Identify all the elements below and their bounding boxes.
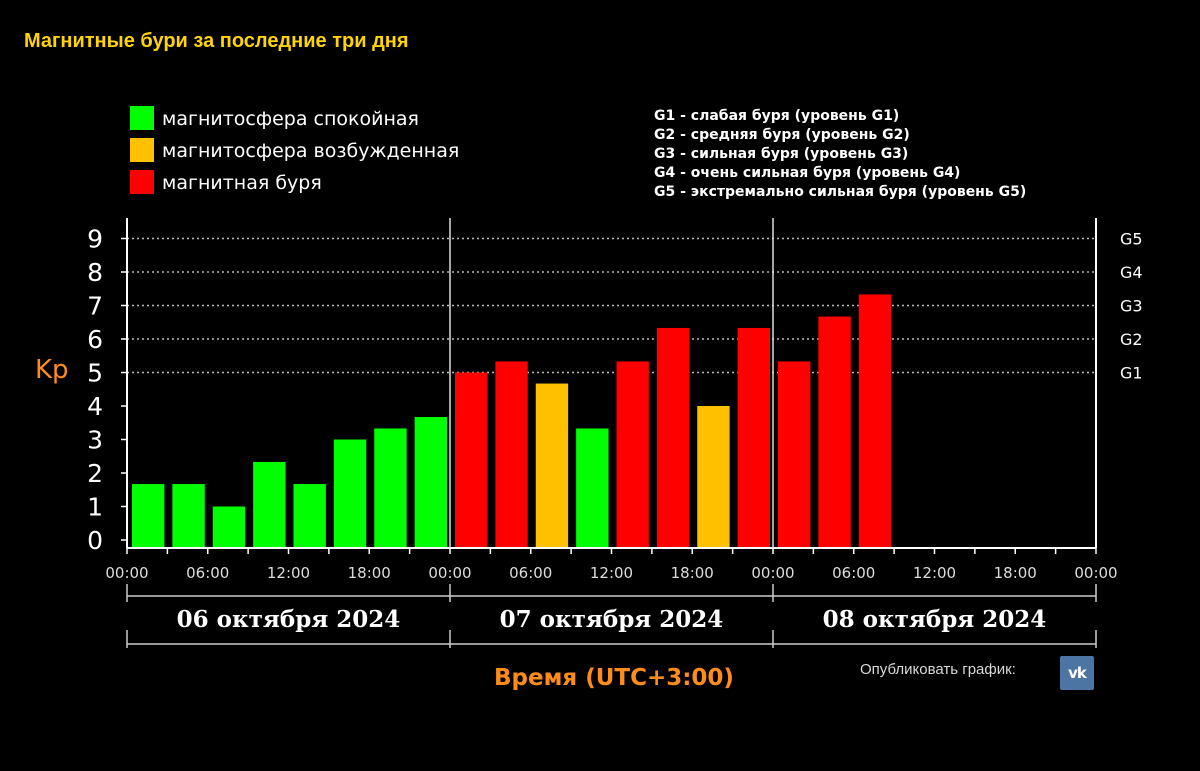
bars (132, 294, 892, 548)
x-tick-label: 00:00 (751, 564, 794, 582)
kp-bar (737, 327, 770, 548)
g-legend-item: G2 - средняя буря (уровень G2) (654, 127, 910, 143)
x-tick-labels: 00:00 06:00 12:00 18:00 00:00 06:00 12:00 18:00… (105, 564, 1117, 582)
publish-label: Опубликовать график: (860, 661, 1016, 678)
x-tick-label: 00:00 (1074, 564, 1117, 582)
x-tick-label: 18:00 (671, 564, 714, 582)
g-level-label: G1 (1120, 364, 1143, 383)
x-tick-label: 00:00 (428, 564, 471, 582)
legend-label: магнитная буря (162, 172, 322, 194)
kp-bar (576, 428, 609, 548)
legend-left: магнитосфера спокойная магнитосфера возбу… (130, 106, 459, 194)
kp-bar (333, 439, 367, 548)
g-level-label: G3 (1120, 297, 1143, 316)
legend-swatch (130, 106, 154, 130)
legend-label: магнитосфера спокойная (162, 108, 419, 130)
vk-share-icon[interactable]: vk (1060, 656, 1094, 690)
y-tick-label: 8 (87, 258, 103, 287)
legend-swatch (130, 138, 154, 162)
x-tick-label: 12:00 (590, 564, 633, 582)
y-tick-label: 4 (87, 392, 103, 421)
y-tick-label: 7 (87, 292, 103, 321)
kp-bar (132, 484, 165, 548)
x-tick-label: 12:00 (913, 564, 956, 582)
y-tick-label: 3 (87, 426, 103, 455)
x-tick-label: 06:00 (186, 564, 229, 582)
x-tick-label: 18:00 (348, 564, 391, 582)
x-tick-label: 06:00 (832, 564, 875, 582)
day-label: 08 октября 2024 (823, 606, 1047, 633)
x-tick-label: 00:00 (105, 564, 148, 582)
g-level-labels: G1 G2 G3 G4 G5 (1120, 230, 1143, 383)
y-tick-label: 6 (87, 325, 103, 354)
day-label: 07 октября 2024 (500, 606, 724, 633)
y-tick-labels: 0 1 2 3 4 5 6 7 8 9 (87, 225, 103, 556)
axes (121, 218, 1097, 554)
legend-label: магнитосфера возбужденная (162, 140, 459, 162)
y-tick-label: 5 (87, 359, 103, 388)
kp-bar (293, 484, 326, 548)
kp-bar (818, 316, 851, 548)
g-level-label: G2 (1120, 330, 1143, 349)
kp-bar (697, 406, 730, 548)
y-tick-label: 2 (87, 459, 103, 488)
g-legend-item: G3 - сильная буря (уровень G3) (654, 146, 908, 162)
grid-lines (127, 237, 1096, 374)
x-axis-label: Время (UTC+3:00) (494, 665, 734, 691)
kp-bar (858, 294, 892, 548)
kp-bar (535, 383, 569, 548)
kp-bar (414, 417, 447, 548)
chart-title: Магнитные бури за последние три дня (24, 30, 409, 52)
kp-bar (374, 428, 407, 548)
g-level-label: G5 (1120, 230, 1143, 249)
y-tick-label: 0 (87, 526, 103, 555)
kp-bar (495, 361, 528, 548)
kp-bar (656, 327, 690, 548)
y-axis-label: Kp (35, 355, 69, 385)
g-level-label: G4 (1120, 263, 1143, 282)
g-legend-item: G4 - очень сильная буря (уровень G4) (654, 165, 960, 181)
kp-bar (616, 361, 649, 548)
kp-bar (212, 506, 246, 548)
kp-bar (455, 372, 488, 548)
day-labels: 06 октября 2024 07 октября 2024 08 октября… (126, 584, 1097, 648)
kp-bar (253, 461, 286, 548)
legend-swatch (130, 170, 154, 194)
legend-right: G1 - слабая буря (уровень G1) G2 - средня… (654, 108, 1026, 200)
kp-bar (172, 484, 205, 548)
g-legend-item: G5 - экстремально сильная буря (уровень … (654, 184, 1026, 200)
y-tick-label: 1 (87, 493, 103, 522)
x-tick-label: 18:00 (994, 564, 1037, 582)
kp-bar (778, 361, 811, 548)
y-tick-label: 9 (87, 225, 103, 254)
x-tick-label: 12:00 (267, 564, 310, 582)
g-legend-item: G1 - слабая буря (уровень G1) (654, 108, 899, 124)
x-tick-label: 06:00 (509, 564, 552, 582)
day-label: 06 октября 2024 (177, 606, 401, 633)
